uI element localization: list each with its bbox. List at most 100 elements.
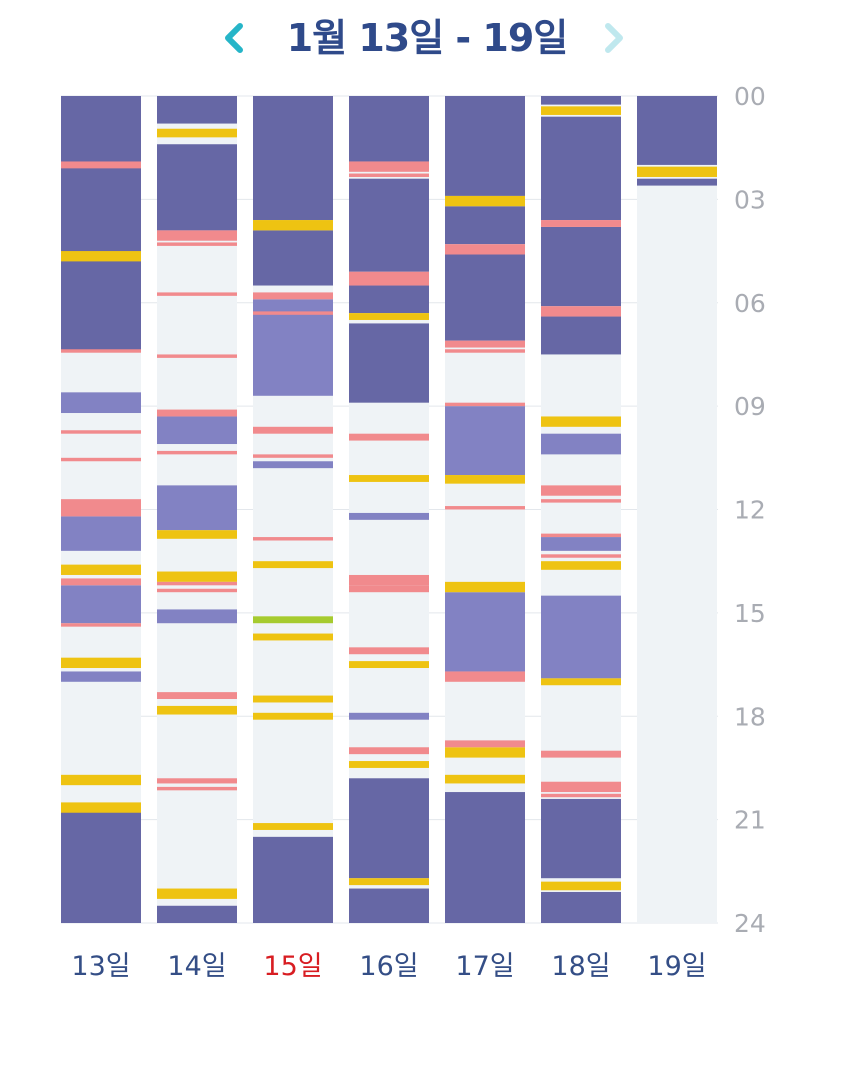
sleep-segment[interactable] (61, 96, 141, 351)
diaper-segment[interactable] (349, 161, 429, 172)
feed-segment[interactable] (253, 712, 333, 720)
diaper-segment[interactable] (445, 402, 525, 407)
nap-segment[interactable] (445, 406, 525, 476)
feed-segment[interactable] (61, 564, 141, 575)
diaper-segment[interactable] (157, 292, 237, 296)
feed-segment[interactable] (637, 166, 717, 177)
diaper-segment[interactable] (541, 485, 621, 496)
diaper-segment[interactable] (157, 581, 237, 586)
feed-segment[interactable] (541, 881, 621, 891)
feed-segment[interactable] (541, 561, 621, 570)
diaper-segment[interactable] (61, 623, 141, 627)
next-week-button[interactable] (594, 14, 634, 62)
diaper-segment[interactable] (253, 292, 333, 300)
sleep-segment[interactable] (253, 230, 333, 286)
nap-segment[interactable] (61, 516, 141, 551)
sleep-segment[interactable] (349, 96, 429, 162)
diaper-segment[interactable] (541, 533, 621, 538)
prev-week-button[interactable] (214, 14, 254, 62)
sleep-segment[interactable] (157, 96, 237, 124)
feed-segment[interactable] (253, 823, 333, 830)
feed-segment[interactable] (445, 747, 525, 758)
sleep-segment[interactable] (445, 206, 525, 245)
diaper-segment[interactable] (157, 354, 237, 358)
diaper-segment[interactable] (253, 426, 333, 434)
feed-segment[interactable] (445, 581, 525, 593)
feed-segment[interactable] (541, 678, 621, 686)
diaper-segment[interactable] (349, 433, 429, 441)
diaper-segment[interactable] (445, 506, 525, 510)
diaper-segment[interactable] (445, 671, 525, 682)
diaper-segment[interactable] (445, 244, 525, 255)
sleep-segment[interactable] (445, 96, 525, 196)
feed-segment[interactable] (61, 774, 141, 786)
sleep-segment[interactable] (349, 178, 429, 272)
diaper-segment[interactable] (445, 740, 525, 748)
diaper-segment[interactable] (349, 585, 429, 593)
diaper-segment[interactable] (157, 786, 237, 791)
sleep-segment[interactable] (541, 226, 621, 307)
diaper-segment[interactable] (253, 537, 333, 541)
nap-segment[interactable] (541, 433, 621, 455)
sleep-segment[interactable] (253, 96, 333, 221)
diaper-segment[interactable] (541, 781, 621, 793)
other-segment[interactable] (253, 616, 333, 624)
nap-segment[interactable] (157, 609, 237, 624)
feed-segment[interactable] (61, 802, 141, 813)
diaper-segment[interactable] (157, 409, 237, 417)
diaper-segment[interactable] (157, 692, 237, 700)
diaper-segment[interactable] (349, 271, 429, 286)
sleep-segment[interactable] (541, 316, 621, 355)
diaper-segment[interactable] (61, 578, 141, 586)
feed-segment[interactable] (157, 571, 237, 582)
feed-segment[interactable] (349, 313, 429, 320)
diaper-segment[interactable] (157, 588, 237, 593)
feed-segment[interactable] (253, 633, 333, 641)
diaper-segment[interactable] (349, 747, 429, 755)
sleep-segment[interactable] (541, 116, 621, 221)
sleep-segment[interactable] (157, 144, 237, 231)
feed-segment[interactable] (157, 705, 237, 715)
sleep-segment[interactable] (637, 178, 717, 186)
diaper-segment[interactable] (541, 793, 621, 798)
diaper-segment[interactable] (253, 454, 333, 458)
sleep-segment[interactable] (445, 254, 525, 341)
feed-segment[interactable] (157, 128, 237, 138)
diaper-segment[interactable] (157, 242, 237, 246)
sleep-segment[interactable] (349, 778, 429, 879)
feed-segment[interactable] (541, 416, 621, 427)
nap-segment[interactable] (349, 712, 429, 720)
feed-segment[interactable] (157, 888, 237, 899)
sleep-segment[interactable] (349, 888, 429, 923)
nap-segment[interactable] (61, 392, 141, 414)
diaper-segment[interactable] (157, 450, 237, 455)
sleep-segment[interactable] (349, 323, 429, 403)
feed-segment[interactable] (349, 878, 429, 886)
feed-segment[interactable] (253, 220, 333, 231)
sleep-segment[interactable] (541, 891, 621, 923)
diaper-segment[interactable] (349, 574, 429, 586)
diaper-segment[interactable] (541, 306, 621, 317)
feed-segment[interactable] (445, 475, 525, 484)
sleep-segment[interactable] (157, 905, 237, 923)
diaper-segment[interactable] (61, 430, 141, 434)
feed-segment[interactable] (349, 475, 429, 482)
sleep-segment[interactable] (349, 285, 429, 314)
diaper-segment[interactable] (349, 173, 429, 177)
sleep-segment[interactable] (541, 798, 621, 879)
nap-segment[interactable] (157, 416, 237, 445)
diaper-segment[interactable] (445, 340, 525, 348)
feed-segment[interactable] (61, 251, 141, 262)
feed-segment[interactable] (445, 195, 525, 207)
diaper-segment[interactable] (157, 230, 237, 241)
feed-segment[interactable] (157, 530, 237, 539)
feed-segment[interactable] (445, 774, 525, 784)
diaper-segment[interactable] (157, 778, 237, 784)
sleep-segment[interactable] (637, 96, 717, 165)
sleep-segment[interactable] (541, 96, 621, 105)
diaper-segment[interactable] (61, 457, 141, 462)
nap-segment[interactable] (349, 512, 429, 520)
diaper-segment[interactable] (253, 311, 333, 315)
sleep-segment[interactable] (445, 792, 525, 923)
nap-segment[interactable] (253, 299, 333, 396)
